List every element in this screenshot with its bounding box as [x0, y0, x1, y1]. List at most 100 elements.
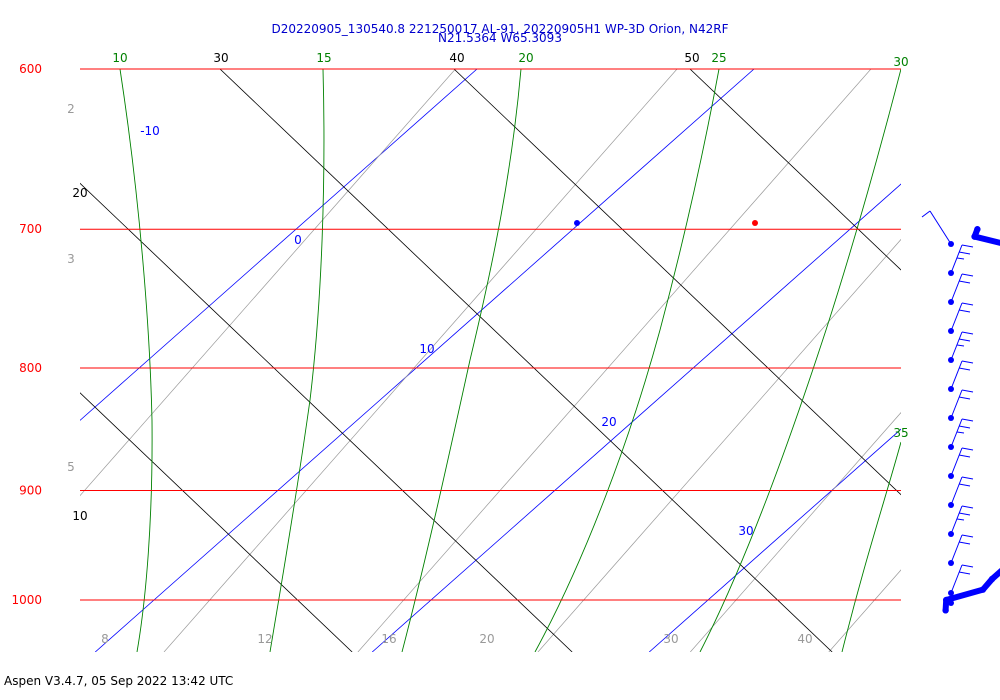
isotherm-label: 30	[738, 524, 753, 538]
moist-adiabat-line	[699, 69, 901, 652]
wind-barb-flag	[958, 425, 971, 429]
isobars: 600 700 800 900 1000	[11, 62, 901, 607]
isotherm-label: 0	[294, 233, 302, 247]
dry-adiabat-line	[80, 392, 353, 652]
wind-barb-staff	[950, 331, 963, 361]
bottom-axis-label: 12	[257, 632, 272, 646]
moist-adiabat-label: 25	[711, 51, 726, 65]
moist-adiabat-line	[401, 69, 522, 652]
moist-adiabat-line	[269, 69, 325, 652]
isotherm-line	[926, 69, 1000, 652]
isobar-label: 600	[19, 62, 42, 76]
dewpoint-point	[942, 607, 949, 614]
wind-barb	[948, 302, 974, 334]
isotherm-line	[94, 69, 755, 652]
isobar-label: 900	[19, 483, 42, 497]
wind-barb-staff	[950, 302, 963, 332]
wind-barb-staff	[950, 418, 963, 448]
wind-barb-staff	[950, 273, 963, 303]
wind-barb-staff	[929, 210, 952, 245]
isotherm-line	[371, 183, 901, 652]
mixing-ratio-line	[80, 69, 456, 497]
dry-adiabat-label: 40	[449, 51, 464, 65]
isotherm-label: 10	[419, 342, 434, 356]
mixing-ratio-line	[537, 238, 901, 652]
wind-barb	[948, 600, 954, 606]
wind-barb-flag	[956, 344, 965, 347]
isotherm-line	[80, 69, 478, 421]
wind-barb	[948, 564, 974, 596]
dry-adiabat-line	[80, 182, 573, 652]
wind-barb-flag	[961, 389, 974, 393]
wind-barb	[948, 534, 974, 566]
isotherm-label: -10	[140, 124, 160, 138]
moist-adiabat-label: 20	[518, 51, 533, 65]
wind-barb-flag	[956, 518, 965, 521]
dry-adiabat-label: 30	[213, 51, 228, 65]
moist-adiabat-label: 10	[112, 51, 127, 65]
mixing-ratio-line	[163, 69, 678, 652]
wind-barb	[948, 505, 974, 537]
wind-barb-flag	[958, 512, 971, 516]
wind-barb-flag	[961, 244, 974, 248]
wind-barb-flag	[958, 309, 971, 313]
wind-barb-flag	[961, 534, 974, 538]
mixing-ratio-label: 5	[67, 460, 75, 474]
dry-adiabat-line	[0, 69, 12, 652]
chart-title: D20220905_130540.8 221250017 AL-91, 2022…	[271, 22, 728, 36]
footer-version: Aspen V3.4.7, 05 Sep 2022 13:42 UTC	[4, 674, 234, 688]
wind-barb-dot	[948, 600, 954, 606]
dewpoint-marker	[574, 220, 580, 226]
wind-barb-flag	[961, 273, 974, 277]
wind-barb-flag	[958, 454, 971, 458]
moist-adiabat-label: 30	[893, 55, 908, 69]
grid-lines	[0, 69, 1000, 652]
isobar-label: 1000	[11, 593, 42, 607]
wind-barb-flag	[921, 210, 931, 218]
dry-adiabat-line	[453, 69, 901, 496]
wind-barbs	[921, 210, 974, 606]
wind-barb	[921, 210, 954, 247]
sounding-profiles	[574, 220, 1000, 614]
wind-barb	[948, 447, 974, 479]
wind-barb-flag	[956, 257, 965, 260]
dewpoint-point	[943, 596, 950, 604]
wind-barb	[948, 273, 974, 305]
moist-adiabat-label: 35	[893, 426, 908, 440]
dry-adiabat-line	[689, 69, 901, 271]
mixing-ratio-line	[967, 69, 1000, 652]
bottom-axis-label: 8	[101, 632, 109, 646]
mixing-ratio-label: 3	[67, 252, 75, 266]
bottom-axis-label: 16	[381, 632, 396, 646]
wind-barb-flag	[958, 483, 971, 487]
wind-barb	[948, 331, 974, 363]
wind-barb	[948, 418, 974, 450]
wind-barb-flag	[958, 571, 971, 575]
wind-barb-staff	[950, 505, 963, 535]
dry-adiabat-label: 10	[72, 509, 87, 523]
wind-barb-staff	[950, 447, 963, 477]
wind-barb	[948, 244, 974, 276]
isobar-label: 700	[19, 222, 42, 236]
dry-adiabat-label: 20	[72, 186, 87, 200]
wind-barb-flag	[958, 338, 971, 342]
wind-barb-flag	[958, 367, 971, 371]
wind-barb	[948, 360, 974, 392]
wind-barb-flag	[961, 476, 974, 480]
bottom-axis-label: 20	[479, 632, 494, 646]
wind-barb-staff	[950, 244, 963, 274]
isotherm-label: 20	[601, 415, 616, 429]
wind-barb-flag	[961, 331, 974, 335]
wind-barb-flag	[958, 396, 971, 400]
wind-barb-flag	[961, 360, 974, 364]
wind-barb-staff	[950, 389, 963, 419]
mixing-ratio-line	[690, 412, 901, 652]
moist-adiabat-label: 15	[316, 51, 331, 65]
chart-subtitle: N21.5364 W65.3093	[438, 31, 562, 45]
wind-barb-staff	[950, 564, 963, 594]
dry-adiabat-label: 50	[684, 51, 699, 65]
dewpoint-profile-line	[942, 226, 1000, 614]
dewpoint-point	[988, 575, 996, 583]
wind-barb-flag	[958, 541, 971, 545]
